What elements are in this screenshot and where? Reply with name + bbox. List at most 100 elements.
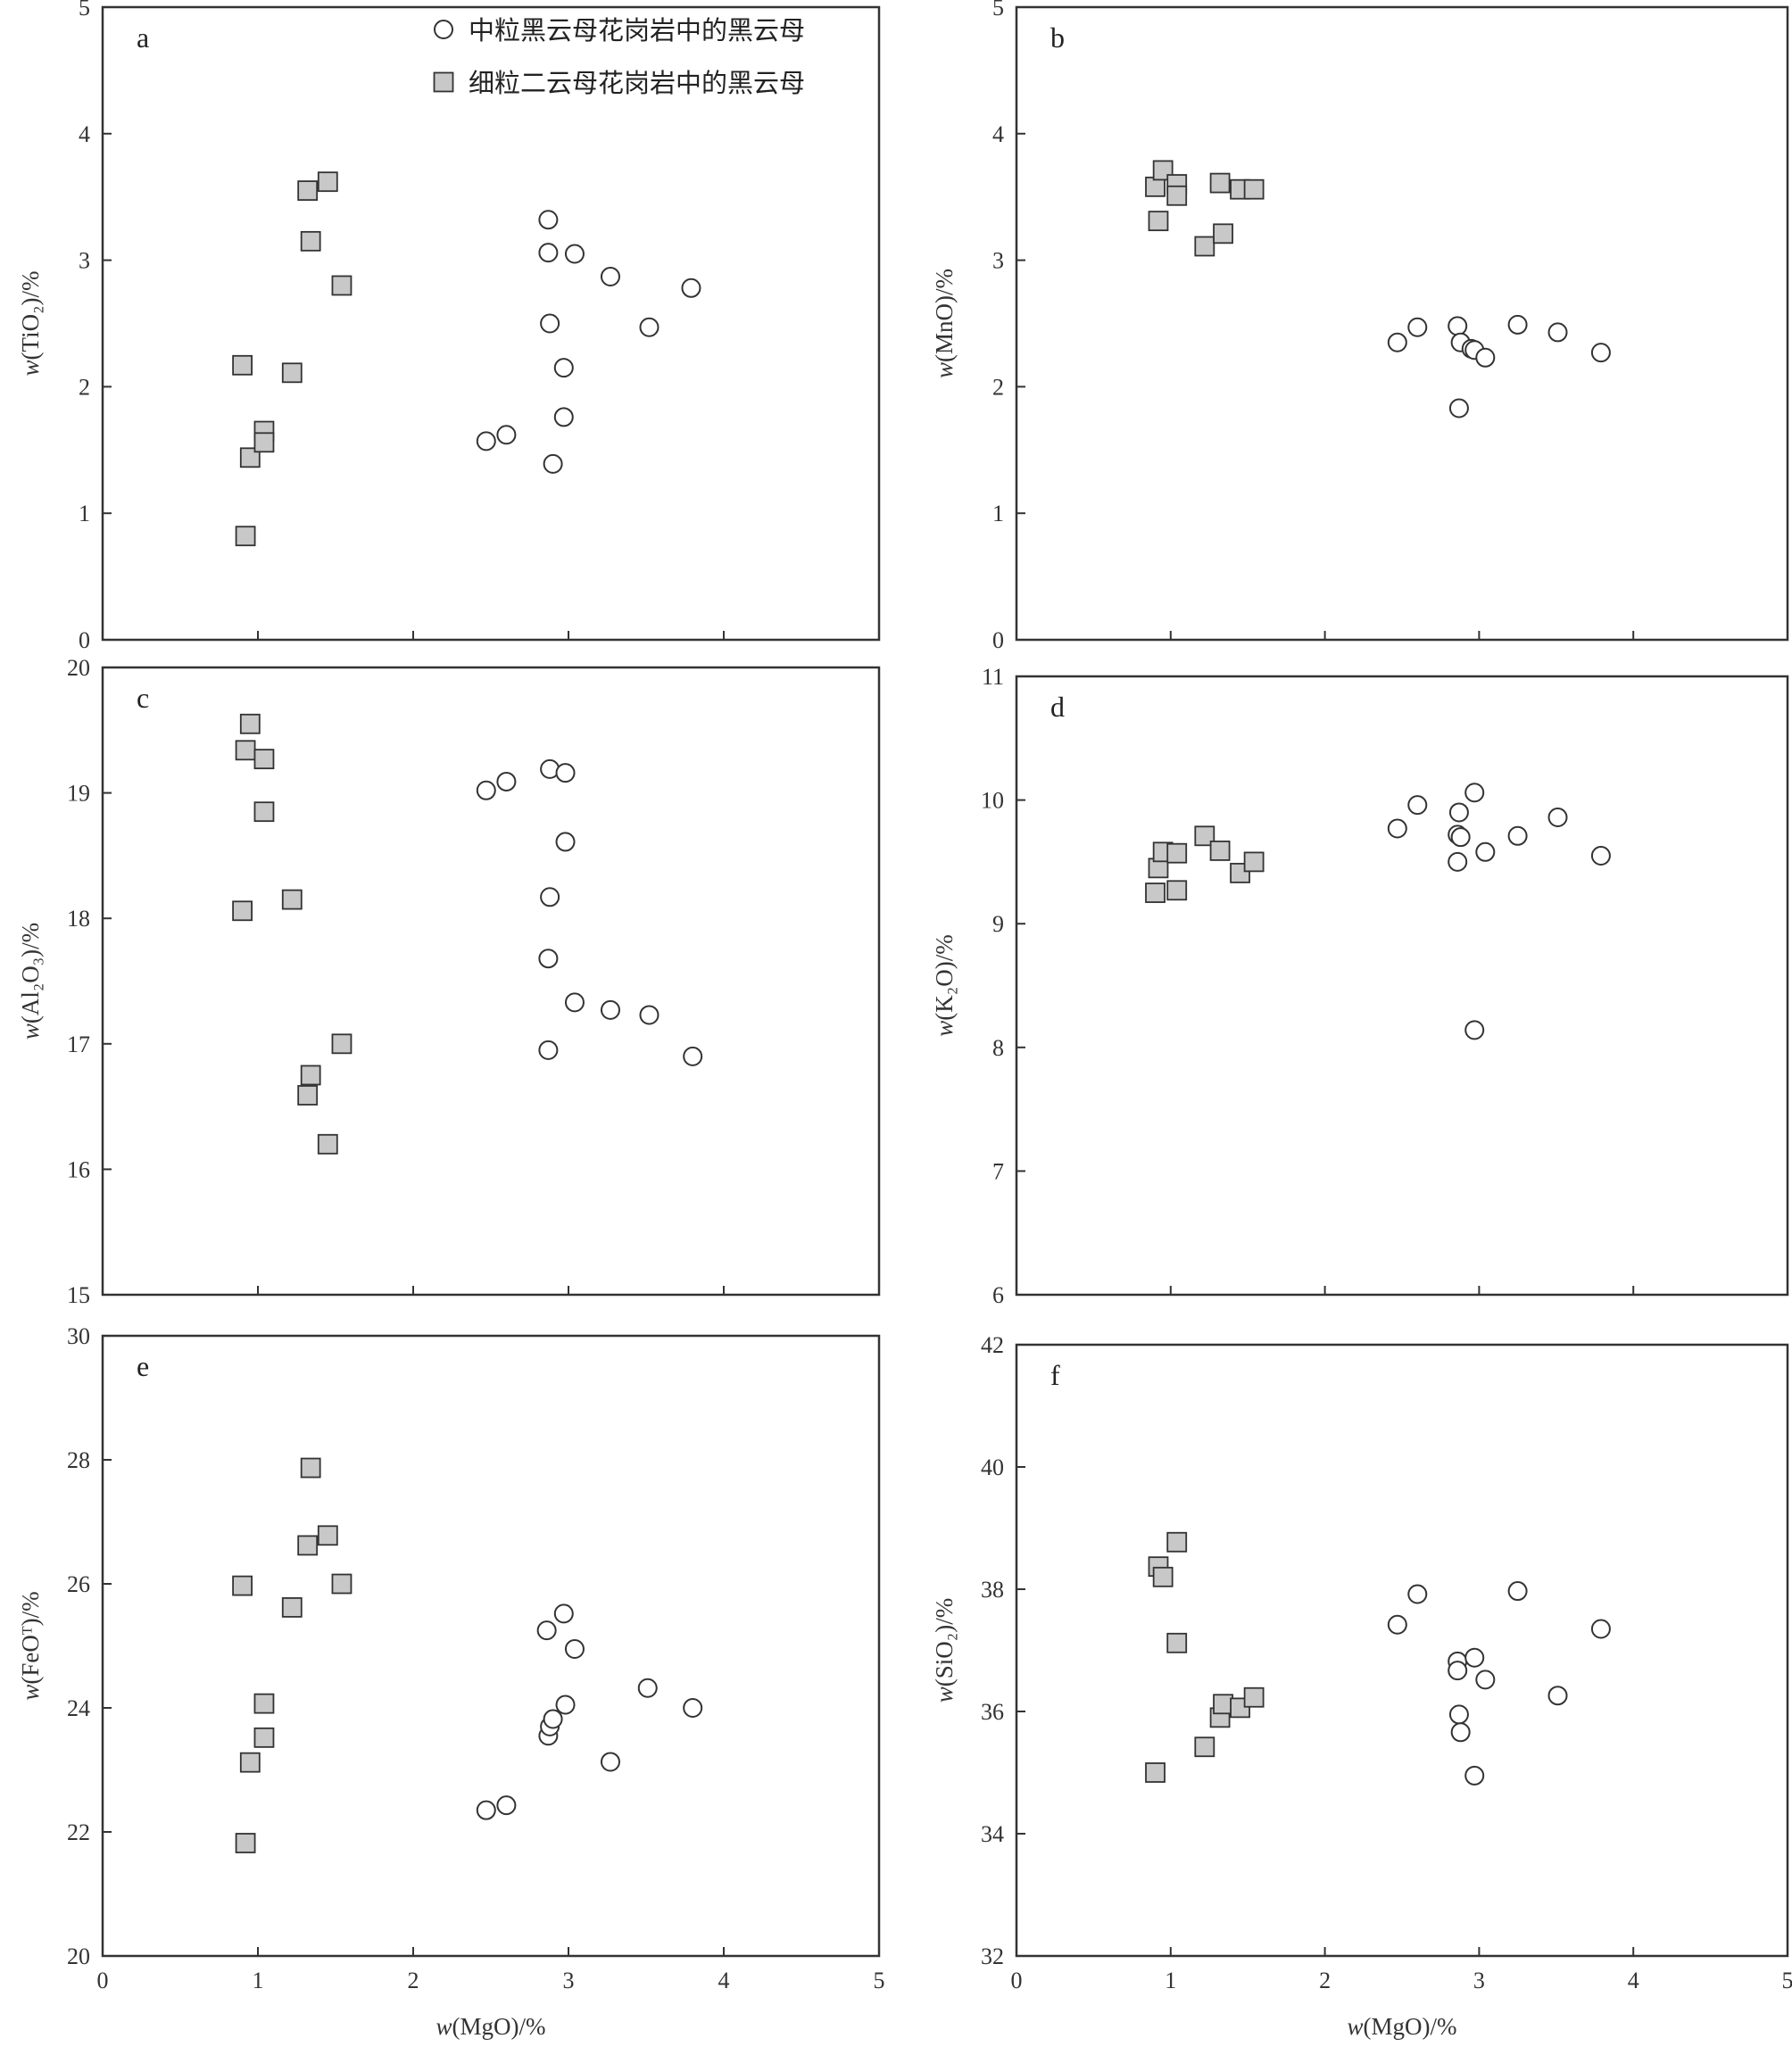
panel-b: 0 1 2 3 4 5 b w(MnO)/% <box>931 0 1789 653</box>
plot-frame <box>1015 5 1789 642</box>
data-point-circle <box>1387 332 1407 352</box>
x-tick-label: 2 <box>408 1968 419 1993</box>
y-tick-label: 2 <box>992 374 1004 400</box>
x-tick-label: 1 <box>1165 1968 1176 1993</box>
data-point-circle <box>1464 1020 1485 1040</box>
y-tick-label: 7 <box>992 1158 1004 1184</box>
data-point-square <box>317 171 338 193</box>
data-point-square <box>239 447 261 468</box>
data-point-circle <box>540 887 560 907</box>
data-point-circle <box>1448 1661 1468 1681</box>
data-point-circle <box>1475 841 1496 862</box>
y-tick-label: 3 <box>79 248 90 274</box>
data-point-circle <box>1547 808 1568 828</box>
data-point-circle <box>1590 343 1611 363</box>
data-point-square <box>235 526 256 547</box>
data-point-circle <box>543 1709 563 1729</box>
y-tick-label: 20 <box>67 655 90 681</box>
data-point-circle <box>536 1620 557 1641</box>
data-point-circle <box>600 1752 620 1772</box>
x-tick-label: 2 <box>1319 1968 1331 1993</box>
data-point-square <box>317 1525 338 1546</box>
plot-frame <box>101 1334 881 1958</box>
legend-label-circle: 中粒黑云母花岗岩中的黑云母 <box>469 15 805 46</box>
data-point-circle <box>1448 398 1469 418</box>
data-point-square <box>300 230 321 252</box>
data-point-square <box>1166 1632 1188 1653</box>
data-point-square <box>253 1727 275 1748</box>
data-point-circle <box>538 243 559 263</box>
y-tick-label: 4 <box>992 121 1004 147</box>
data-point-square <box>1243 1686 1265 1708</box>
data-point-square <box>1213 223 1233 244</box>
y-axis-title: w(SiO₂)/% <box>931 1598 958 1703</box>
data-point-square <box>300 1457 321 1479</box>
y-tick-label: 6 <box>992 1282 1004 1308</box>
data-point-square <box>1152 1566 1174 1587</box>
data-point-square <box>1243 851 1265 873</box>
data-point-square <box>1213 1694 1233 1715</box>
legend-label-square: 细粒二云母花岗岩中的黑云母 <box>469 68 805 98</box>
data-point-circle <box>1507 314 1528 335</box>
data-point-square <box>297 180 319 202</box>
y-tick-label: 16 <box>67 1156 90 1182</box>
data-point-circle <box>553 407 574 427</box>
data-point-circle <box>540 313 560 334</box>
data-point-circle <box>553 1603 574 1624</box>
x-axis-title: w(MgO)/% <box>1348 2013 1457 2040</box>
data-point-square <box>281 1597 303 1618</box>
data-point-circle <box>476 780 496 800</box>
x-tick-label: 0 <box>1011 1968 1023 1993</box>
y-tick-label: 11 <box>982 664 1004 690</box>
plot-frame <box>101 666 881 1297</box>
data-point-circle <box>555 1695 576 1715</box>
data-point-circle <box>1464 783 1485 803</box>
data-point-circle <box>1387 1614 1407 1635</box>
panel-letter: b <box>1050 21 1065 54</box>
data-point-circle <box>1407 317 1428 337</box>
y-tick-label: 0 <box>79 627 90 653</box>
data-point-circle <box>1464 1765 1485 1786</box>
data-point-circle <box>496 771 517 791</box>
data-point-square <box>1166 1531 1188 1553</box>
y-tick-label: 10 <box>981 788 1004 814</box>
data-point-circle <box>564 992 585 1013</box>
data-point-circle <box>1590 845 1611 866</box>
data-point-circle <box>1475 347 1496 368</box>
data-point-circle <box>564 244 585 264</box>
data-point-circle <box>476 431 496 452</box>
y-tick-label: 30 <box>67 1323 90 1349</box>
x-tick-label: 4 <box>1628 1968 1639 1993</box>
x-tick-label: 1 <box>253 1968 264 1993</box>
data-point-circle <box>496 1795 517 1816</box>
data-point-circle <box>681 278 701 298</box>
data-point-square <box>317 1133 338 1155</box>
data-point-square <box>331 1573 353 1595</box>
data-point-circle <box>683 1046 703 1066</box>
data-point-circle <box>1464 1647 1485 1668</box>
y-tick-label: 26 <box>67 1571 90 1597</box>
data-point-circle <box>1407 795 1428 816</box>
data-point-circle <box>1475 1670 1496 1690</box>
data-point-circle <box>1547 1686 1568 1706</box>
data-point-circle <box>543 453 563 474</box>
y-tick-label: 22 <box>67 1819 90 1845</box>
y-axis-title: w(TiO₂)/% <box>17 271 44 377</box>
data-point-square <box>297 1085 319 1106</box>
legend-circle-marker <box>434 20 453 39</box>
data-point-square <box>232 1575 253 1596</box>
data-point-circle <box>496 425 517 445</box>
data-point-circle <box>476 1800 496 1820</box>
plot-frame <box>1015 1343 1789 1958</box>
plot-frame <box>101 5 881 642</box>
data-point-circle <box>1448 1704 1469 1725</box>
y-tick-label: 17 <box>67 1032 90 1057</box>
y-tick-label: 9 <box>992 911 1004 937</box>
panel-letter: f <box>1050 1359 1060 1391</box>
x-tick-label: 5 <box>1782 1968 1792 1993</box>
y-tick-label: 38 <box>981 1577 1004 1603</box>
panel-d: 6 7 8 9 10 11 d w(K₂O)/% <box>931 664 1789 1308</box>
data-point-circle <box>1448 802 1469 823</box>
data-point-circle <box>564 1638 585 1659</box>
